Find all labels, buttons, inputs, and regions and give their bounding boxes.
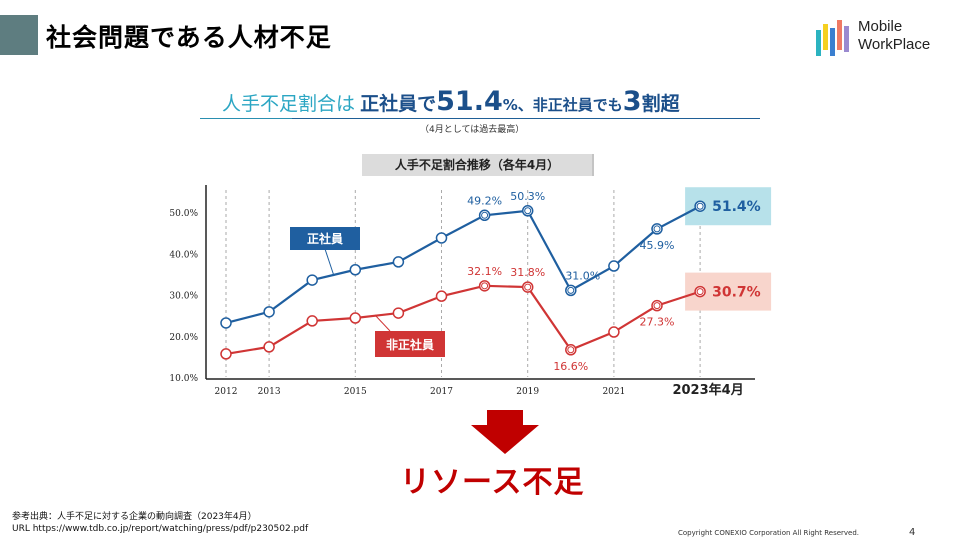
headline-part4: %、非正社員でも (502, 96, 623, 114)
data-point (306, 274, 318, 286)
headline-underline-right (292, 118, 760, 119)
data-point (478, 280, 491, 292)
y-tick-label: 20.0% (169, 333, 198, 343)
data-label: 30.7% (712, 285, 761, 301)
data-point-inner (653, 225, 661, 233)
chart-title: 人手不足割合推移（各年4月） (362, 154, 594, 176)
logo-line2: WorkPlace (858, 36, 931, 53)
data-point (349, 312, 362, 324)
headline-part6: 割超 (641, 93, 680, 115)
data-point (694, 285, 706, 298)
data-label: 49.2% (467, 194, 502, 207)
data-point (435, 232, 448, 244)
data-point (220, 348, 232, 360)
series-line-regular (225, 205, 701, 325)
headline: 人手不足割合は 正社員で51.4%、非正社員でも3割超 (200, 86, 760, 122)
x-tick-label: 2017 (430, 387, 453, 397)
down-arrow-icon (471, 410, 539, 454)
data-point-inner (567, 346, 575, 354)
data-label: 31.0% (565, 269, 600, 282)
page-number: 4 (909, 527, 916, 538)
callout-box-regular (290, 227, 360, 250)
y-tick-label: 40.0% (169, 250, 198, 260)
data-point (392, 256, 405, 268)
y-tick-label: 50.0% (169, 209, 198, 219)
data-point (608, 260, 620, 272)
headline-part5: 3 (622, 86, 642, 117)
logo: Mobile WorkPlace (814, 16, 944, 60)
x-tick-label: 2019 (516, 387, 539, 397)
callout-box-nonregular (375, 331, 445, 357)
line-chart: 49.2% 50.3% 31.0% 45.9% 51.4% 32.1% 31.8% 16.6%… (169, 185, 772, 398)
data-label: 27.3% (640, 316, 675, 329)
data-label: 50.3% (510, 190, 545, 203)
page-title: 社会問題である人材不足 (46, 23, 332, 52)
conclusion-text: リソース不足 (400, 465, 585, 500)
headline-part1: 人手不足割合は (222, 93, 356, 115)
logo-mark-icon (816, 20, 849, 56)
data-point-inner (524, 207, 532, 215)
callout-leader (374, 314, 391, 332)
series-line-nonregular (225, 284, 701, 355)
data-point (565, 344, 577, 356)
x-tick-label: 2023年4月 (672, 382, 743, 398)
data-point (478, 209, 491, 222)
data-point (521, 281, 534, 293)
headline-underline-left (200, 118, 292, 119)
data-label: 32.1% (467, 265, 502, 278)
logo-text: Mobile WorkPlace (858, 18, 930, 54)
data-point (392, 307, 405, 319)
y-tick-label: 10.0% (169, 374, 198, 384)
x-tick-label: 2013 (258, 387, 281, 397)
data-point (220, 317, 232, 329)
callout-label-nonregular: 非正社員 (386, 337, 434, 352)
title-accent-block (0, 15, 38, 55)
headline-subnote: （4月としては過去最高） (420, 125, 525, 135)
data-point-inner (696, 202, 704, 210)
headline-part3: 51.4 (436, 86, 503, 117)
data-point (306, 315, 318, 327)
data-point-inner (481, 282, 489, 290)
data-point (263, 306, 275, 318)
source-url[interactable]: URL https://www.tdb.co.jp/report/watchin… (12, 524, 309, 534)
callout-leader (324, 248, 335, 277)
data-point (349, 264, 362, 276)
data-point-inner (524, 283, 532, 291)
copyright: Copyright CONEXIO Corporation All Right … (678, 529, 860, 537)
data-point (435, 290, 448, 302)
data-point (565, 284, 577, 297)
data-point (651, 299, 663, 312)
data-point (521, 205, 534, 217)
source-citation: 参考出典：人手不足に対する企業の動向調査（2023年4月） URL https:… (12, 511, 308, 535)
data-point-inner (567, 286, 575, 294)
data-label: 45.9% (640, 239, 675, 252)
data-point-inner (696, 288, 704, 296)
data-point (651, 223, 663, 235)
data-point (608, 326, 620, 338)
data-label: 31.8% (510, 266, 545, 279)
x-tick-label: 2015 (344, 387, 367, 397)
headline-part2: 正社員で (360, 93, 437, 115)
data-point (263, 341, 275, 353)
data-point-inner (481, 211, 489, 219)
x-tick-label: 2021 (602, 387, 625, 397)
logo-line1: Mobile (858, 18, 903, 35)
x-tick-label: 2012 (215, 387, 238, 397)
data-point (694, 200, 706, 212)
callout-label-regular: 正社員 (307, 231, 343, 246)
data-point-inner (653, 302, 661, 310)
source-title: 参考出典：人手不足に対する企業の動向調査（2023年4月） (12, 512, 257, 522)
data-label: 16.6% (553, 360, 588, 373)
y-tick-label: 30.0% (169, 292, 198, 302)
data-label: 51.4% (712, 199, 761, 215)
